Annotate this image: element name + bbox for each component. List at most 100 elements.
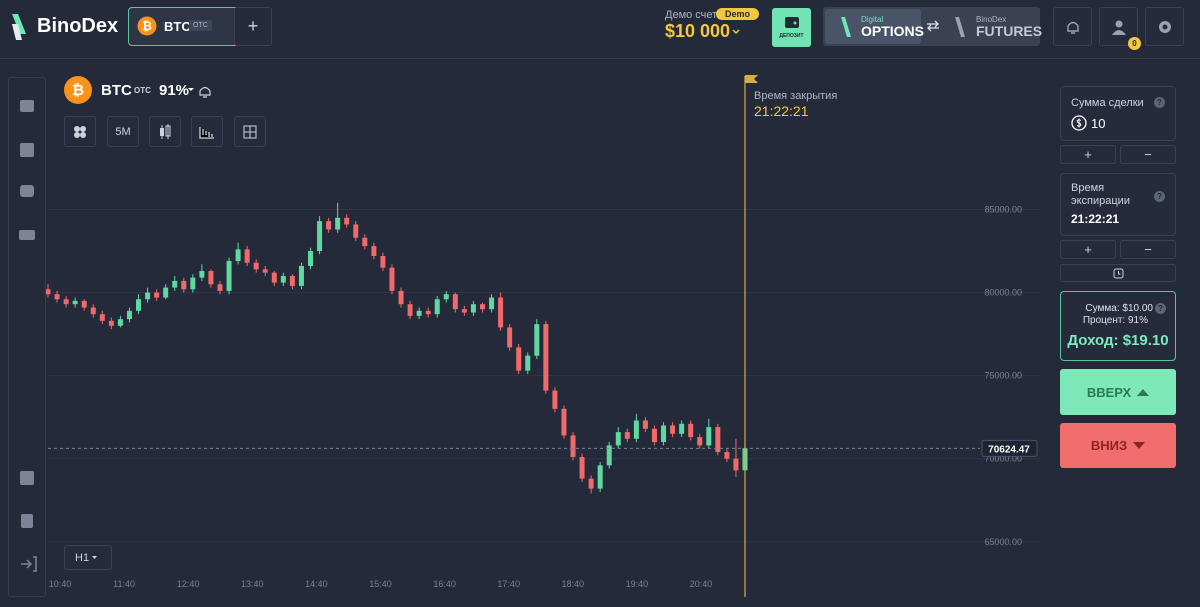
- expiry-minus[interactable]: −: [1120, 240, 1176, 259]
- y-tick-label: 85000.00: [984, 205, 1022, 215]
- clock-icon: [1113, 268, 1123, 278]
- timeframe[interactable]: 5M: [107, 116, 139, 147]
- x-tick-label: 19:40: [626, 579, 649, 589]
- summary-box: Сумма: $10.00 ? Процент: 91% Доход: $19.…: [1060, 291, 1176, 361]
- x-tick-label: 16:40: [433, 579, 456, 589]
- expiry-box[interactable]: Время экспирации ? 21:22:21: [1060, 173, 1176, 236]
- help-icon[interactable]: ?: [1154, 97, 1165, 108]
- candle-body: [443, 294, 449, 300]
- candle-body: [154, 292, 160, 298]
- options-tab[interactable]: [825, 9, 921, 44]
- candle-body: [552, 390, 558, 409]
- x-tick-label: 17:40: [497, 579, 520, 589]
- y-tick-label: 70000.00: [984, 454, 1022, 464]
- candle-body: [715, 427, 721, 453]
- help-icon[interactable]: ?: [1154, 191, 1165, 202]
- interval[interactable]: H1: [64, 545, 112, 570]
- candle-body: [344, 217, 350, 225]
- expiry-label: Время экспирации: [1071, 182, 1130, 207]
- icon[interactable]: [20, 100, 34, 112]
- candle-body: [489, 297, 495, 310]
- candle-body: [642, 420, 648, 429]
- settings[interactable]: [1145, 7, 1184, 46]
- summary-sum: Сумма: $10.00: [1085, 303, 1153, 314]
- sidebar-icons: [19, 100, 37, 572]
- candle-body: [579, 457, 585, 479]
- candle-body: [697, 437, 703, 446]
- futures-icon: [955, 17, 965, 37]
- candle-body: [606, 445, 612, 466]
- deposit-label: ДЕПОЗИТ: [779, 33, 804, 39]
- x-tick-label: 10:40: [49, 579, 72, 589]
- candle-body: [507, 327, 513, 348]
- symbol: BTC: [101, 82, 132, 99]
- candle-body: [389, 267, 395, 291]
- candle-body: [688, 423, 694, 438]
- clock-button[interactable]: [1060, 264, 1176, 282]
- candle-body: [45, 289, 51, 295]
- tool-button[interactable]: [191, 116, 223, 147]
- logo-text: BinoDex: [37, 15, 119, 37]
- up-button[interactable]: ВВЕРХ: [1060, 369, 1176, 415]
- x-tick-label: 18:40: [562, 579, 585, 589]
- down-button[interactable]: ВНИЗ: [1060, 423, 1176, 468]
- balance[interactable]: $10 000: [665, 21, 731, 41]
- help-icon[interactable]: ?: [1155, 303, 1166, 314]
- expiry-plus[interactable]: +: [1060, 240, 1116, 259]
- deposit-button[interactable]: ДЕПОЗИТ: [772, 8, 811, 47]
- summary-percent: Процент: 91%: [1082, 315, 1148, 326]
- icon[interactable]: [20, 471, 34, 485]
- candle-body: [362, 237, 368, 247]
- icon[interactable]: [21, 514, 33, 528]
- amount-minus[interactable]: −: [1120, 145, 1176, 164]
- candle-body: [308, 251, 314, 266]
- caret-bell[interactable]: [186, 85, 216, 99]
- x-tick-label: 13:40: [241, 579, 264, 589]
- notifications[interactable]: [1053, 7, 1092, 46]
- icon: [74, 125, 86, 138]
- icon[interactable]: [20, 143, 34, 157]
- expiry-marker-label: Время закрытия: [754, 90, 838, 102]
- expiry-time: 21:22:21: [1071, 212, 1120, 226]
- icon: [160, 123, 171, 139]
- candle-body: [90, 307, 96, 315]
- candle-body: [244, 249, 250, 263]
- tool-button[interactable]: [149, 116, 181, 147]
- candle-body: [425, 310, 431, 315]
- amount-plus[interactable]: +: [1060, 145, 1116, 164]
- candle-body: [570, 435, 576, 458]
- interval-label: H1: [75, 551, 90, 564]
- add-tab[interactable]: +: [234, 7, 272, 46]
- icon[interactable]: [21, 556, 37, 572]
- y-tick-label: 65000.00: [984, 537, 1022, 547]
- candle-body: [72, 300, 78, 305]
- candle-body: [597, 465, 603, 489]
- options-big: OPTIONS: [861, 23, 925, 39]
- candle-body: [479, 304, 485, 310]
- icon[interactable]: [19, 230, 35, 240]
- wallet-icon: [785, 17, 799, 28]
- demo-badge: Demo: [716, 8, 760, 20]
- asset-tab[interactable]: ₿ BTC OTC: [128, 7, 251, 46]
- candle-body: [126, 310, 132, 320]
- amount-box[interactable]: Сумма сделки ? 10: [1060, 86, 1176, 141]
- candle-body: [588, 478, 594, 489]
- tool-button[interactable]: [234, 116, 266, 147]
- candle-body: [452, 294, 458, 310]
- icon: [199, 126, 214, 139]
- candle-body: [217, 284, 223, 291]
- candle-body: [271, 272, 277, 283]
- sidebar: [8, 77, 46, 597]
- candle-body: [398, 290, 404, 305]
- candle-body: [380, 256, 386, 268]
- icon[interactable]: [20, 185, 34, 197]
- otc-tag: OTC: [134, 86, 151, 95]
- x-tick-label: 12:40: [177, 579, 200, 589]
- x-tick-label: 15:40: [369, 579, 392, 589]
- candle-body: [317, 221, 323, 252]
- y-tick-label: 75000.00: [984, 371, 1022, 381]
- tool-button[interactable]: [64, 116, 96, 147]
- btc-icon: ₿: [64, 76, 92, 104]
- candle-body: [561, 408, 567, 436]
- candle-body: [163, 287, 169, 298]
